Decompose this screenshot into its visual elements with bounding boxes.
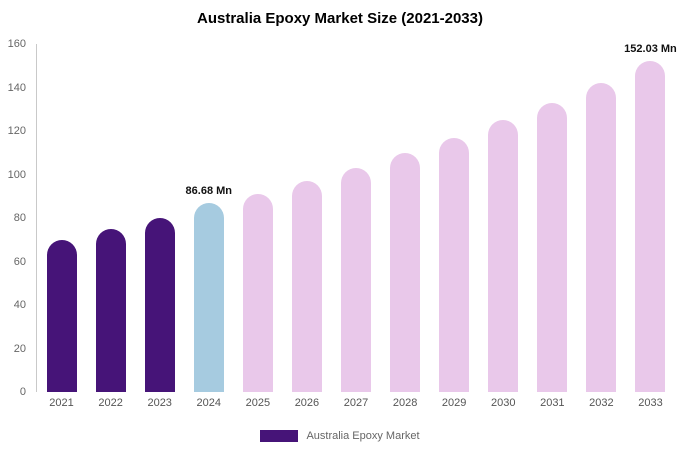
bar [95, 228, 126, 392]
y-tick-label: 120 [7, 125, 26, 137]
y-tick-label: 40 [13, 299, 26, 311]
bar-value-label: 152.03 Mn [624, 43, 677, 56]
bar-column: 2027 [331, 44, 380, 409]
bar-column: 86.68 Mn 2024 [184, 44, 233, 409]
bar [291, 181, 322, 392]
bar-column: 2032 [577, 44, 626, 409]
x-tick-label: 2029 [441, 397, 467, 409]
bar-column: 152.03 Mn 2033 [624, 43, 677, 409]
x-tick-label: 2028 [392, 397, 418, 409]
y-tick-label: 60 [13, 255, 26, 268]
y-tick-label: 0 [19, 386, 26, 398]
bar [46, 239, 77, 392]
bar-column: 2031 [528, 44, 577, 409]
bar [537, 102, 568, 392]
legend: Australia Epoxy Market [0, 430, 680, 442]
bar [488, 120, 519, 392]
x-tick-label: 2033 [638, 397, 663, 409]
bar-column: 2021 [37, 44, 86, 409]
y-tick-label: 160 [7, 38, 26, 50]
bar [193, 203, 224, 392]
y-tick-label: 20 [13, 342, 26, 355]
y-axis: 0 20 40 60 80 100 120 140 160 [0, 38, 32, 398]
bar [341, 167, 371, 392]
plot-area: 2021 2022 2023 86.68 Mn 2024 2025 2026 2027 2028… [36, 43, 677, 409]
x-tick-label: 2024 [196, 397, 222, 409]
bar-value-label: 86.68 Mn [185, 185, 232, 198]
bars-row: 2021 2022 2023 86.68 Mn 2024 2025 2026 2027 2028… [37, 43, 677, 409]
x-tick-label: 2032 [589, 397, 614, 409]
bar [586, 83, 617, 392]
bar-column: 2028 [381, 44, 430, 409]
bar-column: 2022 [86, 44, 135, 409]
chart-title: Australia Epoxy Market Size (2021-2033) [197, 10, 483, 27]
bar [439, 137, 470, 392]
bar [144, 218, 175, 392]
x-tick-label: 2031 [540, 397, 565, 409]
y-tick-label: 100 [7, 168, 26, 181]
x-tick-label: 2022 [98, 397, 123, 409]
bar [390, 152, 421, 392]
bar-column: 2023 [135, 44, 184, 409]
y-tick-label: 80 [13, 212, 26, 224]
legend-swatch [260, 430, 299, 442]
x-tick-label: 2025 [245, 397, 271, 409]
bar [635, 61, 666, 392]
y-tick-label: 140 [7, 81, 26, 94]
bar-column: 2025 [233, 44, 282, 409]
x-tick-label: 2026 [294, 397, 320, 409]
bar-column: 2029 [430, 44, 479, 409]
bar-column: 2026 [282, 44, 331, 409]
legend-label: Australia Epoxy Market [306, 430, 420, 442]
x-tick-label: 2030 [491, 397, 516, 409]
bar [242, 194, 273, 392]
x-tick-label: 2023 [147, 397, 172, 409]
x-tick-label: 2027 [343, 397, 369, 409]
x-tick-label: 2021 [49, 397, 74, 409]
bar-column: 2030 [479, 44, 528, 409]
